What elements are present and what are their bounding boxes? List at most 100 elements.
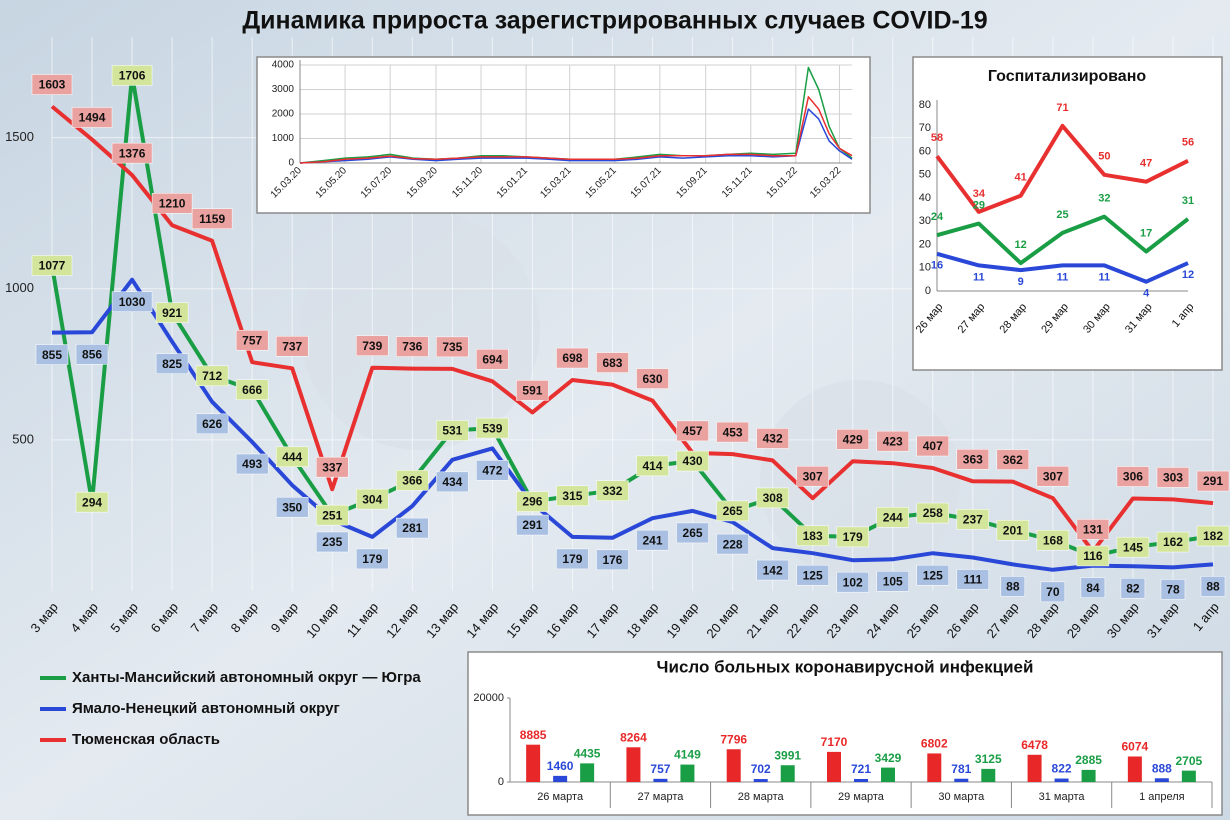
data-label: 694 — [482, 352, 502, 366]
y-tick-label: 20 — [919, 238, 931, 250]
data-label-box — [516, 514, 549, 536]
inset-panel — [256, 56, 871, 214]
data-label: 29 — [973, 199, 985, 211]
data-label: 332 — [602, 484, 622, 498]
x-tick-label: 29 марта — [838, 791, 885, 803]
data-label: 757 — [242, 333, 262, 347]
data-label: 78 — [1166, 583, 1180, 597]
data-label-box — [836, 526, 869, 548]
data-label-box — [191, 208, 233, 229]
data-label: 281 — [402, 521, 422, 535]
data-label-box — [476, 417, 509, 439]
x-tick-label: 26 марта — [537, 791, 584, 803]
data-label: 12 — [1182, 269, 1194, 281]
series-line — [51, 277, 1214, 572]
data-label: 306 — [1123, 470, 1143, 484]
data-label: 235 — [322, 535, 342, 549]
data-label: 493 — [242, 457, 262, 471]
y-tick-label: 70 — [919, 122, 931, 134]
data-label: 1460 — [547, 759, 574, 773]
y-tick-label: 1500 — [5, 129, 34, 144]
data-label: 739 — [362, 339, 382, 353]
data-label-box — [876, 571, 909, 592]
bar — [1181, 770, 1196, 782]
series-line — [935, 123, 1189, 214]
data-label: 183 — [803, 529, 823, 543]
data-label: 712 — [202, 369, 222, 383]
y-tick-label: 50 — [919, 169, 931, 181]
data-label: 70 — [1046, 585, 1060, 599]
bar — [1027, 754, 1042, 782]
data-label-box — [1120, 577, 1146, 599]
inset-title: Число больных коронавирусной инфекцией — [657, 657, 1034, 676]
data-label: 457 — [683, 424, 703, 438]
data-label-box — [315, 504, 349, 526]
data-label-box — [275, 336, 309, 357]
data-label-box — [151, 193, 193, 214]
data-label: 315 — [562, 489, 582, 503]
data-label: 32 — [1098, 193, 1110, 205]
data-label: 116 — [1083, 549, 1103, 563]
data-label: 179 — [843, 530, 863, 544]
data-label-box — [396, 517, 429, 539]
data-label-box — [516, 380, 549, 401]
data-label-box — [195, 413, 229, 435]
bar — [1054, 778, 1069, 782]
data-label: 308 — [763, 491, 783, 505]
data-label: 363 — [963, 452, 983, 466]
data-label: 531 — [442, 424, 462, 438]
bar — [1081, 769, 1096, 782]
data-label: 125 — [803, 568, 823, 582]
data-label: 472 — [482, 464, 502, 478]
data-label: 291 — [522, 518, 542, 532]
data-label-box — [636, 368, 669, 389]
y-tick-label: 1000 — [5, 280, 34, 295]
data-label: 251 — [322, 508, 342, 522]
data-label-box — [836, 429, 869, 450]
data-label: 296 — [522, 495, 542, 509]
series-line — [936, 251, 1189, 284]
data-label-box — [1076, 545, 1110, 567]
data-label-box — [1116, 536, 1150, 558]
data-label: 304 — [362, 492, 382, 506]
data-label: 7796 — [720, 732, 747, 746]
data-label: 7170 — [821, 735, 848, 749]
data-label-box — [956, 569, 990, 590]
x-tick-label: 27 марта — [637, 791, 684, 803]
data-label-box — [315, 456, 349, 478]
data-label-box — [1040, 581, 1066, 603]
data-label-box — [71, 107, 113, 128]
data-label-box — [1160, 579, 1186, 600]
data-label: 822 — [1052, 762, 1072, 776]
data-label-box — [556, 347, 589, 369]
data-label: 366 — [402, 474, 422, 488]
data-label-box — [956, 509, 990, 530]
data-label: 58 — [931, 132, 943, 144]
data-label-box — [1076, 519, 1110, 540]
y-tick-label: 1000 — [272, 133, 295, 144]
bar — [827, 751, 841, 782]
data-label: 307 — [1043, 469, 1063, 483]
data-label-box — [1036, 465, 1070, 487]
data-label-box — [556, 548, 589, 570]
data-label: 31 — [1182, 195, 1194, 207]
data-label-box — [556, 485, 589, 507]
data-label-box — [396, 336, 429, 357]
data-label: 168 — [1043, 533, 1063, 547]
bar — [1154, 778, 1169, 782]
bar — [854, 778, 868, 782]
bar — [726, 749, 741, 782]
data-label: 50 — [1098, 151, 1110, 163]
data-label: 591 — [522, 384, 542, 398]
data-label-box — [111, 65, 153, 86]
data-label: 737 — [282, 339, 302, 353]
legend-label: Тюменская область — [72, 731, 220, 748]
data-label: 1706 — [119, 69, 146, 83]
data-label: 12 — [1015, 239, 1027, 251]
data-label: 407 — [923, 439, 943, 453]
bar — [780, 765, 795, 782]
data-label: 25 — [1056, 209, 1068, 221]
data-label-box — [1156, 531, 1190, 553]
data-label-box — [916, 564, 950, 586]
data-label-box — [476, 460, 509, 481]
